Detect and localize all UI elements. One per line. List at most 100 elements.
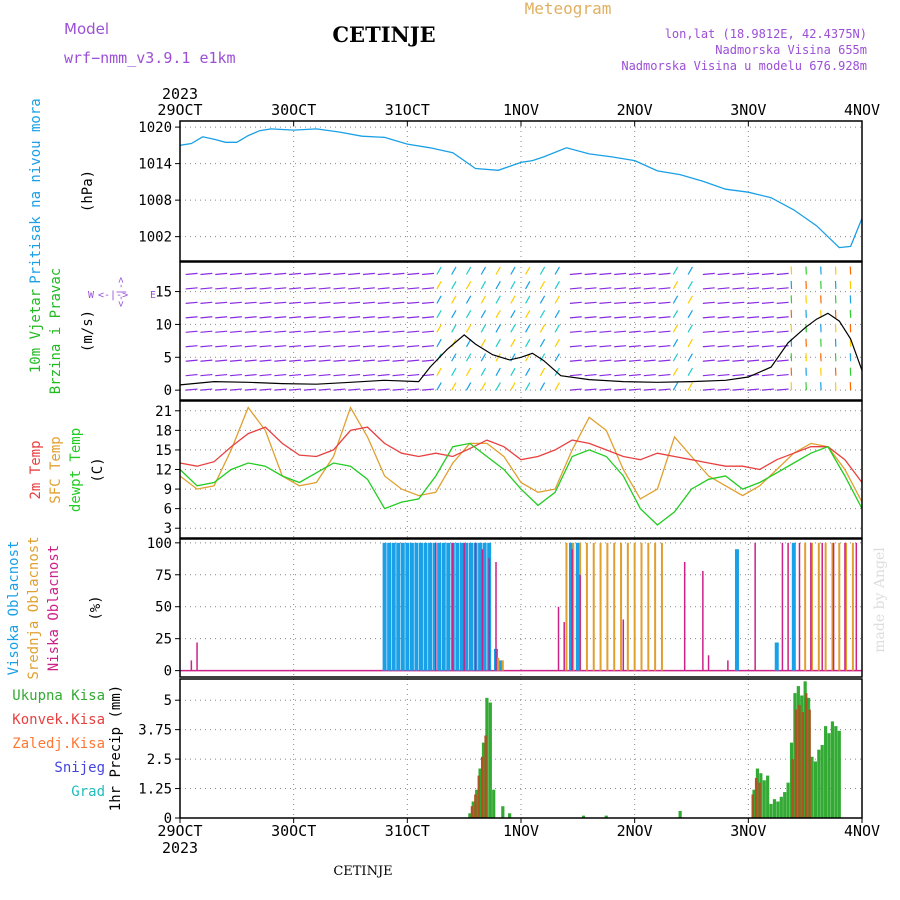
temp-ylabel-dewpt: dewpt Temp <box>68 428 84 512</box>
year-top: 2023 <box>162 85 198 103</box>
precip-legend-item: Zaledj.Kisa <box>12 736 105 752</box>
wind-arrow <box>229 316 242 319</box>
wind-arrow <box>229 287 242 290</box>
cloud-bar <box>824 542 827 671</box>
cloud-ylabel-high: Visoka Oblacnost <box>6 541 22 676</box>
precip-legend-item: Snijeg <box>54 760 105 776</box>
wind-arrow <box>259 301 272 304</box>
wind-arrow <box>318 388 331 391</box>
precip-convective-bar <box>477 775 481 818</box>
wind-arrow <box>259 287 272 290</box>
wind-arrow <box>525 367 531 376</box>
wind-arrow <box>525 266 531 275</box>
cloud-bar <box>781 542 784 671</box>
wind-ytick-label: 15 <box>155 285 172 301</box>
cloud-bar <box>565 542 568 671</box>
wind-arrow <box>362 301 375 304</box>
wind-arrow <box>333 272 346 276</box>
wind-arrow <box>776 373 789 377</box>
wind-arrow <box>628 301 641 304</box>
model-name: wrf−nmm_v3.9.1 e1km <box>64 49 236 67</box>
wind-compass-e: E <box>150 290 156 301</box>
cloud-bar <box>620 542 623 671</box>
wind-arrow <box>732 330 745 333</box>
wind-arrow <box>614 272 627 276</box>
wind-arrow <box>687 338 693 348</box>
wind-arrow <box>643 359 656 362</box>
wind-arrow <box>229 272 242 276</box>
wind-arrow <box>480 353 487 362</box>
wind-arrow <box>569 301 582 304</box>
wind-arrow <box>539 353 546 362</box>
wind-ytick-label: 0 <box>164 383 172 399</box>
cloud-bar <box>660 542 663 671</box>
wind-arrow <box>702 373 715 377</box>
wind-arrow <box>672 382 679 391</box>
cloud-bar <box>452 542 454 671</box>
cloud-ytick-label: 0 <box>164 664 172 680</box>
wind-arrow <box>289 272 302 276</box>
wind-arrow <box>776 272 789 276</box>
wind-arrow <box>244 272 257 276</box>
wind-arrow <box>333 316 346 319</box>
wind-arrow <box>554 281 560 290</box>
wind-arrow <box>480 266 487 275</box>
precip-convective-bar <box>804 693 808 818</box>
cloud-bar <box>613 542 616 671</box>
wind-arrow <box>244 359 257 362</box>
precip-convective-bar <box>470 806 474 818</box>
altitude-label: Nadmorska Visina 655m <box>715 43 867 57</box>
cloud-bar <box>400 542 405 671</box>
cloud-bar <box>640 542 643 671</box>
wind-arrow <box>422 272 435 276</box>
wind-arrow <box>584 388 597 391</box>
wind-arrow <box>614 373 627 377</box>
wind-arrow <box>422 345 435 348</box>
wind-arrow <box>495 353 501 362</box>
wind-arrow <box>259 345 272 348</box>
wind-arrow <box>584 330 597 333</box>
cloud-bar <box>575 542 580 671</box>
wind-arrow <box>318 359 331 362</box>
wind-arrow <box>333 359 346 362</box>
wind-arrow <box>465 295 472 304</box>
wind-arrow <box>539 295 546 304</box>
cloud-bar <box>791 542 796 671</box>
wind-arrow <box>303 330 316 333</box>
bottom-axis-xtick-label: 29OCT <box>157 822 202 840</box>
wind-arrow <box>628 287 641 290</box>
wind-arrow <box>510 367 516 376</box>
precip-total-bar <box>837 730 841 818</box>
wind-arrow <box>628 272 641 276</box>
wind-arrow <box>451 281 457 290</box>
wind-arrow <box>348 345 361 348</box>
pressure-ytick-label: 1008 <box>138 193 172 209</box>
top-axis-xtick-label: 30OCT <box>271 101 316 119</box>
cloud-bar <box>579 574 581 671</box>
cloud-bar <box>821 542 823 671</box>
precip-total-bar <box>481 742 486 818</box>
wind-arrow <box>672 295 679 304</box>
wind-arrow <box>510 281 516 290</box>
wind-arrow <box>348 301 361 304</box>
wind-arrow <box>200 373 213 377</box>
pressure-ytick-label: 1002 <box>138 230 172 246</box>
wind-arrow <box>215 388 228 391</box>
wind-arrow <box>348 330 361 333</box>
wind-arrow <box>761 388 774 391</box>
wind-arrow <box>480 309 487 319</box>
precip-convective-bar <box>758 782 761 818</box>
temp-ytick-label: 12 <box>155 463 172 479</box>
wind-arrow <box>215 272 228 276</box>
cloud-bar <box>196 642 198 671</box>
wind-arrow <box>599 330 612 333</box>
cloud-ytick-label: 100 <box>147 536 172 552</box>
cloud-bar <box>435 542 437 671</box>
wind-arrow <box>702 330 715 333</box>
precip-convective-bar <box>754 777 758 818</box>
wind-arrow <box>451 309 457 319</box>
bottom-axis-xtick-label: 31OCT <box>385 822 430 840</box>
wind-arrow <box>407 287 420 290</box>
wind-arrow <box>614 287 627 290</box>
